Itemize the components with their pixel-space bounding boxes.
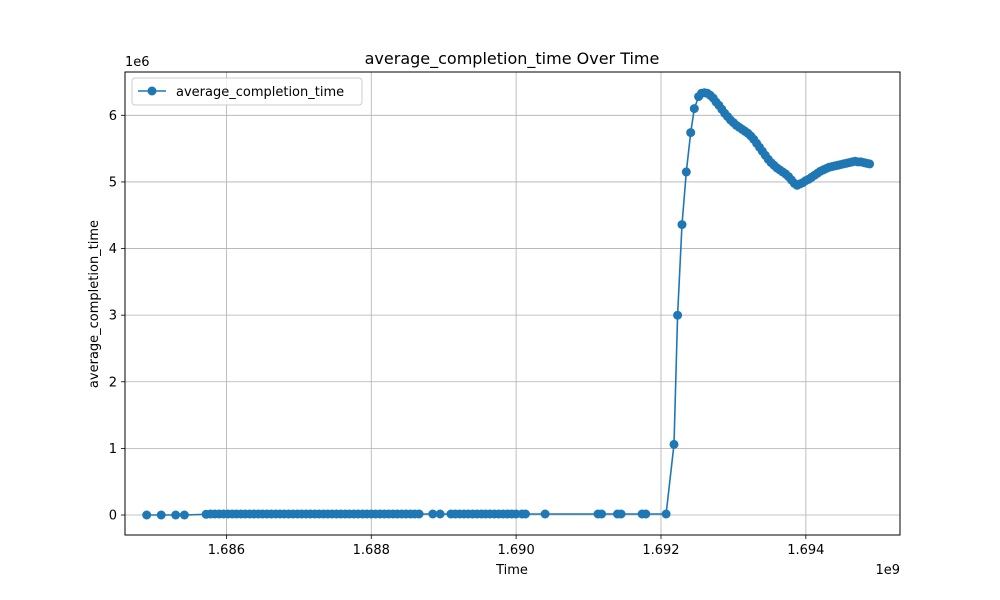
y-tick-label: 0 xyxy=(109,509,117,524)
y-tick-label: 4 xyxy=(109,242,117,257)
data-point xyxy=(677,220,687,230)
ticks: 1.686 1.688 1.690 1.692 1.694 0 1 2 3 4 5 6 xyxy=(109,109,825,558)
data-point xyxy=(641,509,651,519)
chart-title: average_completion_time Over Time xyxy=(365,49,660,69)
data-point xyxy=(673,310,683,320)
data-point xyxy=(156,510,166,520)
data-point xyxy=(681,167,691,177)
y-tick-label: 3 xyxy=(109,309,117,324)
data-point xyxy=(428,509,438,519)
x-offset-label: 1e9 xyxy=(875,563,900,578)
axes-frame xyxy=(124,71,901,536)
legend-box xyxy=(131,77,363,106)
x-tick-label: 1.686 xyxy=(208,543,245,558)
data-point xyxy=(142,510,152,520)
data-point xyxy=(521,509,530,519)
legend-marker-swatch xyxy=(147,86,157,96)
data-point xyxy=(597,509,607,519)
x-tick-label: 1.692 xyxy=(642,543,679,558)
data-point xyxy=(435,509,445,519)
data-point xyxy=(616,509,626,519)
y-tick-label: 6 xyxy=(109,109,117,124)
data-point xyxy=(669,439,679,449)
legend-entry-label: average_completion_time xyxy=(176,85,344,100)
x-tick-label: 1.688 xyxy=(353,543,390,558)
data-point xyxy=(689,104,699,114)
data-point xyxy=(179,510,189,520)
y-offset-label: 1e6 xyxy=(125,55,150,70)
data-point xyxy=(661,509,671,519)
series xyxy=(142,88,875,520)
grid xyxy=(125,72,900,535)
data-point xyxy=(414,509,424,519)
y-tick-label: 2 xyxy=(109,375,117,390)
data-point xyxy=(686,128,696,138)
plot-area-border xyxy=(124,71,901,536)
y-tick-label: 1 xyxy=(109,442,117,457)
y-tick-label: 5 xyxy=(109,175,117,190)
data-point xyxy=(171,510,181,520)
data-point xyxy=(865,159,875,169)
x-tick-label: 1.694 xyxy=(787,543,824,558)
x-axis-label: Time xyxy=(495,563,528,578)
legend: average_completion_time xyxy=(131,77,363,106)
y-axis-label: average_completion_time xyxy=(87,220,102,388)
data-point xyxy=(540,509,550,519)
x-tick-label: 1.690 xyxy=(498,543,535,558)
